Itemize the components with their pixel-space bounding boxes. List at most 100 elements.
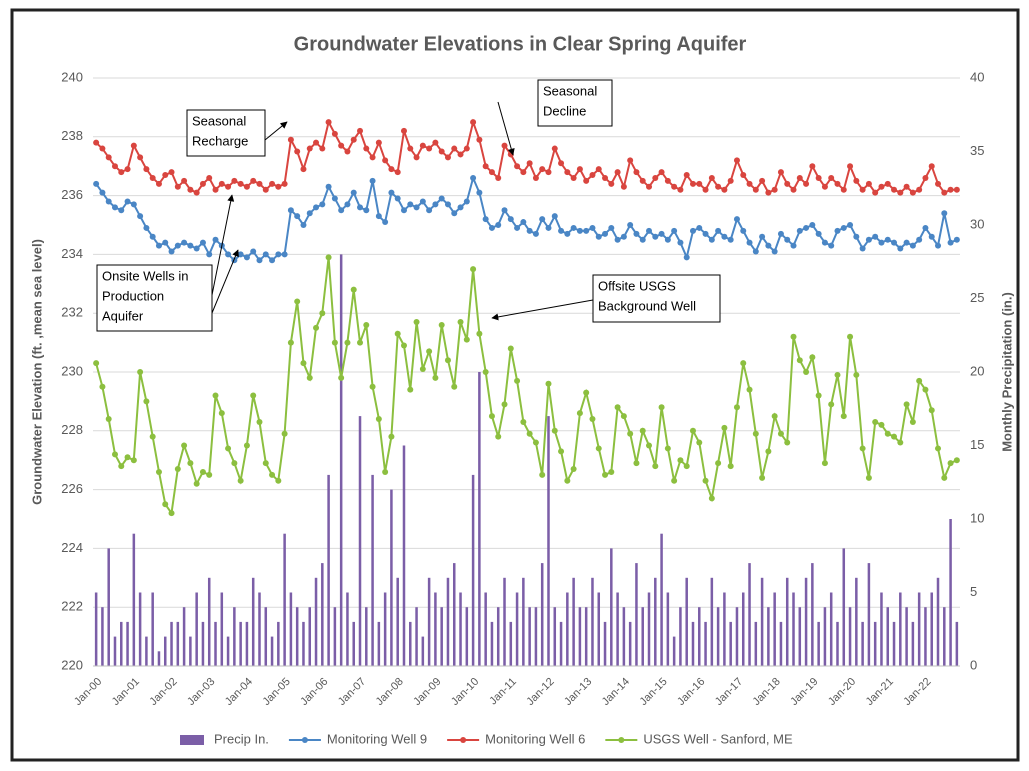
series-point	[319, 310, 326, 317]
y2-tick-label: 35	[970, 143, 984, 158]
series-point	[696, 439, 703, 446]
series-point	[771, 186, 778, 193]
series-point	[583, 227, 590, 234]
precip-bar	[672, 636, 676, 666]
y2-tick-label: 0	[970, 657, 977, 672]
series-point	[118, 169, 125, 176]
precip-bar	[628, 621, 632, 666]
series-point	[903, 183, 910, 190]
series-point	[633, 230, 640, 237]
precip-bar	[936, 577, 940, 666]
series-point	[746, 386, 753, 393]
series-point	[181, 442, 188, 449]
series-point	[809, 163, 816, 170]
series-point	[482, 216, 489, 223]
series-point	[689, 180, 696, 187]
series-point	[388, 166, 395, 173]
series-point	[457, 204, 464, 211]
precip-bar	[760, 577, 764, 666]
series-point	[872, 418, 879, 425]
precip-bar	[107, 548, 110, 666]
series-point	[187, 242, 194, 249]
series-point	[130, 201, 137, 208]
series-point	[419, 198, 426, 205]
series-point	[294, 298, 301, 305]
precip-bar	[836, 621, 839, 666]
series-point	[357, 204, 364, 211]
series-point	[790, 186, 797, 193]
precip-bar	[823, 607, 827, 666]
y-axis-label: Groundwater Elevation (ft. ,mean sea lev…	[29, 239, 44, 505]
series-point	[840, 186, 847, 193]
series-point	[444, 201, 451, 208]
series-point	[834, 371, 841, 378]
series-point	[287, 136, 294, 143]
precip-bar	[641, 607, 644, 666]
series-point	[853, 233, 860, 240]
series-point	[759, 474, 766, 481]
series-point	[721, 186, 728, 193]
annotation-text: Production	[102, 288, 164, 303]
precip-bar	[861, 621, 864, 666]
series-point	[463, 336, 470, 343]
series-point	[375, 213, 382, 220]
series-point	[608, 224, 615, 231]
legend-label: USGS Well - Sanford, ME	[643, 731, 793, 746]
series-point	[909, 189, 916, 196]
series-point	[369, 177, 376, 184]
series-point	[155, 468, 162, 475]
series-point	[124, 454, 131, 461]
series-point	[752, 248, 759, 255]
series-point	[306, 374, 313, 381]
series-point	[407, 386, 414, 393]
annotation-box	[592, 274, 721, 323]
series-point	[382, 468, 389, 475]
precip-bar	[710, 577, 714, 666]
series-point	[143, 224, 150, 231]
precip-bar	[704, 621, 707, 666]
precip-bar	[484, 592, 487, 666]
series-point	[225, 183, 232, 190]
series-point	[105, 154, 112, 161]
series-point	[269, 257, 276, 264]
series-point	[652, 174, 659, 181]
frame	[10, 8, 1020, 762]
series-point	[916, 186, 923, 193]
series-point	[614, 404, 621, 411]
legend-swatch	[460, 737, 467, 743]
series-point	[664, 236, 671, 243]
precip-bar	[308, 607, 312, 666]
series-point	[570, 224, 577, 231]
series-point	[137, 213, 144, 220]
series-point	[181, 177, 188, 184]
precip-bar	[339, 254, 343, 666]
series-point	[363, 207, 370, 214]
series-point	[840, 224, 847, 231]
precip-bar	[924, 607, 927, 666]
series-point	[426, 207, 433, 214]
series-point	[708, 174, 715, 181]
precip-bar	[917, 592, 921, 666]
precip-bar	[333, 607, 337, 666]
series-point	[325, 119, 332, 126]
series-point	[413, 204, 420, 211]
series-point	[206, 174, 213, 181]
y2-tick-label: 20	[970, 363, 984, 378]
series-point	[344, 201, 351, 208]
series-point	[733, 404, 740, 411]
series-point	[388, 189, 395, 196]
precip-bar	[515, 592, 519, 666]
series-point	[143, 166, 150, 173]
precip-bar	[421, 636, 425, 666]
series-point	[627, 222, 634, 228]
series-point	[683, 254, 690, 261]
annotation-text: Seasonal	[543, 83, 597, 98]
precip-bar	[383, 592, 387, 666]
series-point	[306, 210, 313, 217]
precip-bar	[559, 621, 563, 666]
precip-bar	[905, 607, 908, 666]
annotation-text: Background Well	[598, 298, 696, 313]
series-point	[438, 321, 445, 328]
y2-tick-label: 5	[970, 584, 977, 599]
series-point	[897, 439, 904, 446]
